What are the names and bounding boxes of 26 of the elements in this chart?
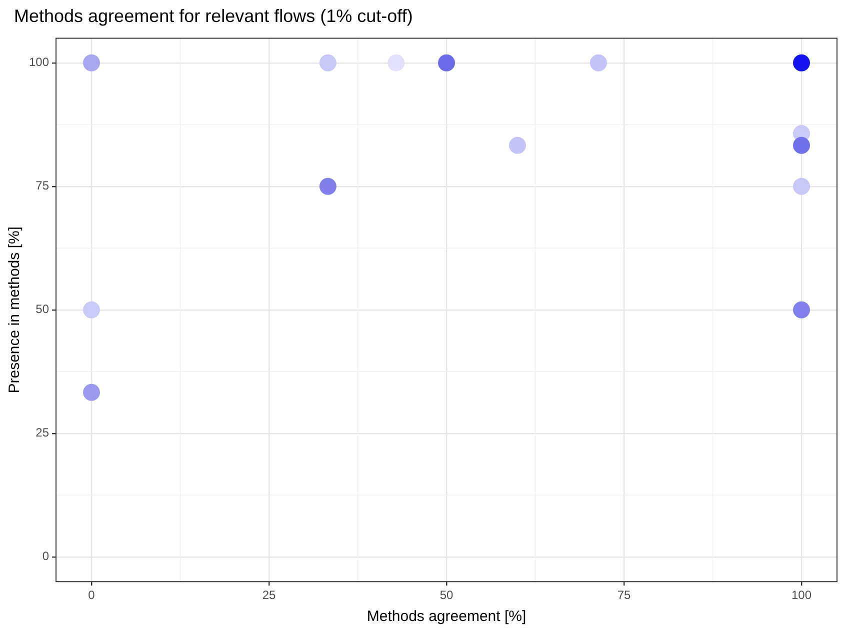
point xyxy=(319,178,336,195)
x-tick-label: 0 xyxy=(88,588,96,602)
y-axis-title: Presence in methods [%] xyxy=(6,226,24,394)
point xyxy=(83,54,100,72)
x-tick-label: 100 xyxy=(791,588,812,602)
point xyxy=(793,54,810,72)
x-axis-title: Methods agreement [%] xyxy=(366,608,526,626)
point xyxy=(793,178,810,195)
x-tick-label: 50 xyxy=(440,588,454,602)
chart-title: Methods agreement for relevant flows (1% cut-off) xyxy=(14,6,413,27)
point xyxy=(793,136,810,154)
y-tick-label: 75 xyxy=(36,178,50,193)
y-tick-label: 50 xyxy=(36,302,50,316)
point xyxy=(388,54,405,72)
point xyxy=(438,54,456,72)
x-tick-label: 75 xyxy=(617,588,631,602)
point xyxy=(83,301,100,318)
y-tick-label: 0 xyxy=(42,549,50,564)
y-tick-label: 25 xyxy=(36,426,50,440)
y-tick-label: 100 xyxy=(28,55,50,70)
point xyxy=(509,136,526,154)
x-tick-label: 25 xyxy=(262,588,276,602)
point xyxy=(793,301,810,318)
point xyxy=(590,54,607,72)
point xyxy=(319,54,336,72)
point xyxy=(83,384,100,401)
